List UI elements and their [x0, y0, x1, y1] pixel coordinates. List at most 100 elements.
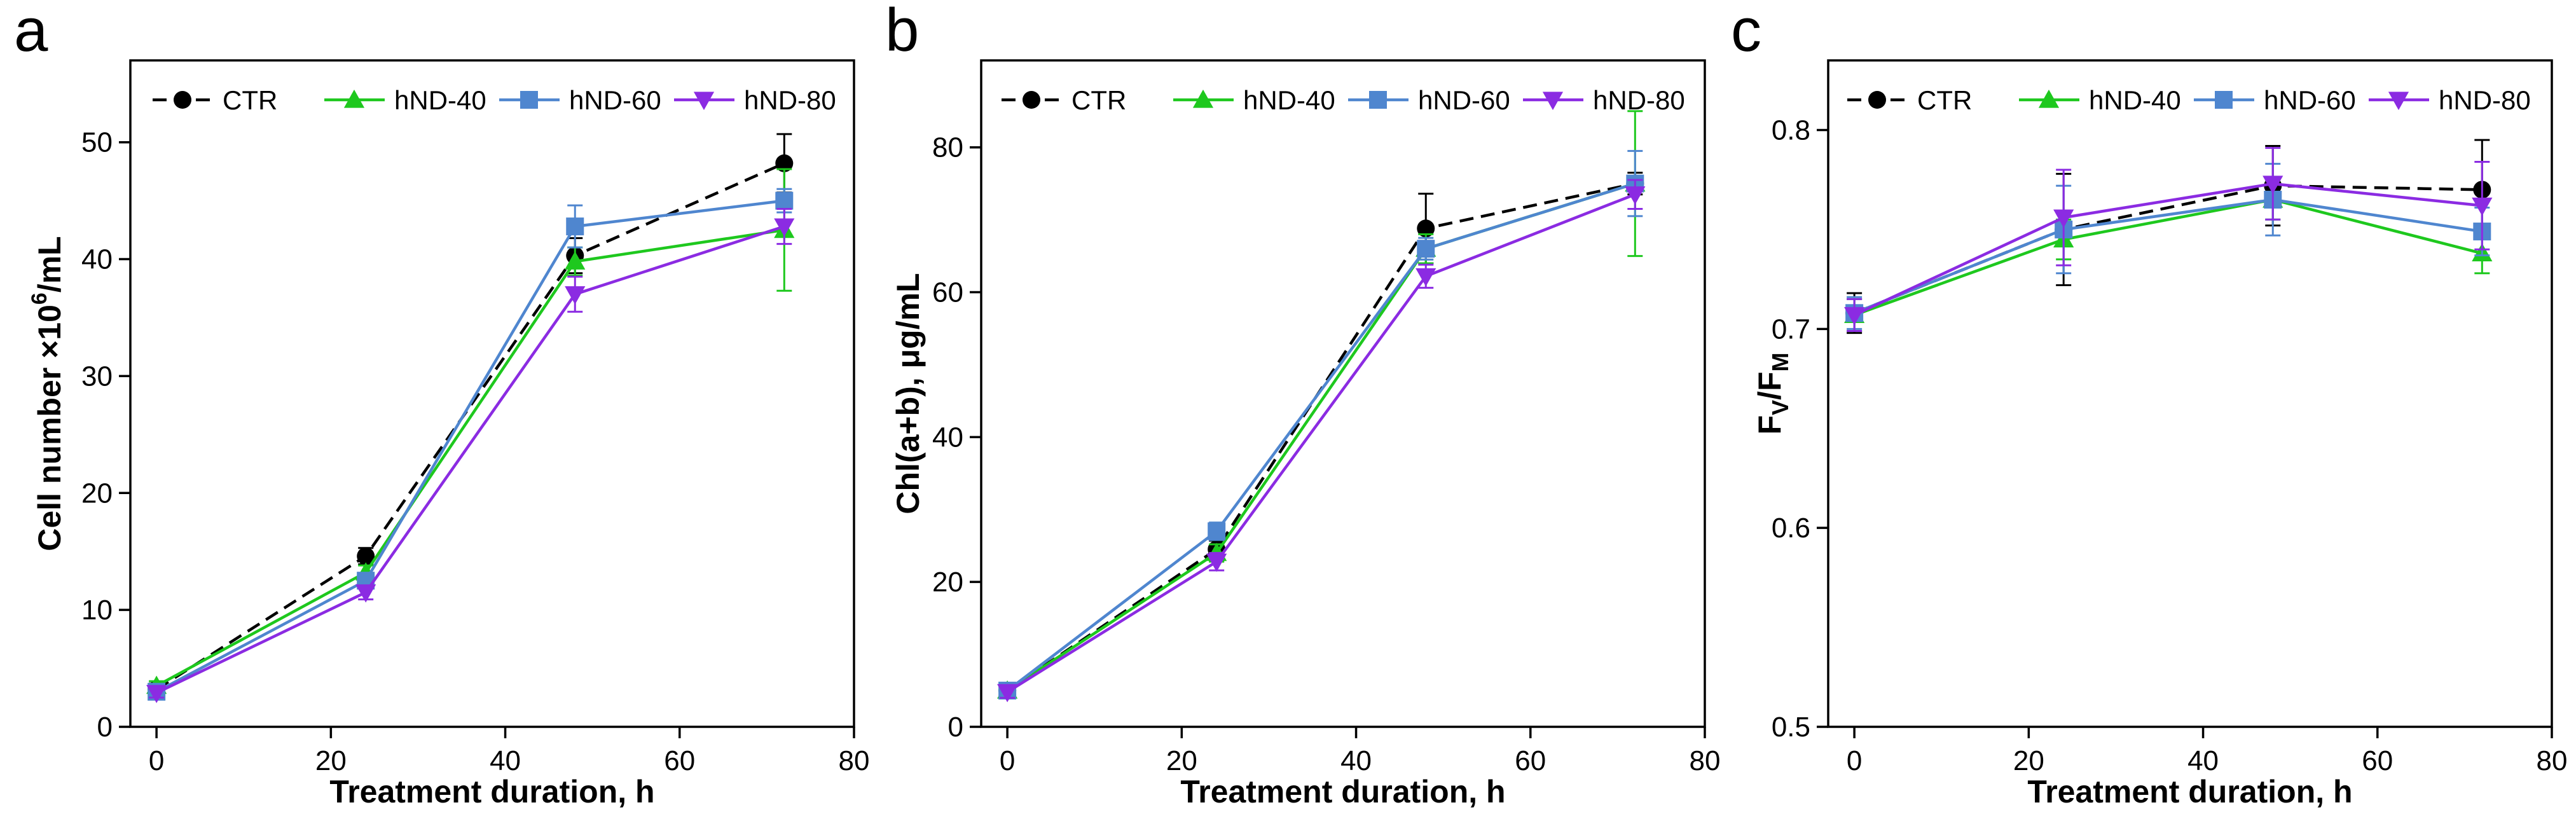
panel-a-ylabel-main: Cell number ×10 [32, 305, 67, 551]
data-point-hnd-80 [1625, 186, 1646, 205]
panel-c-ylabel-sub2: M [1767, 353, 1793, 372]
x-tick-label: 60 [664, 745, 695, 776]
series-line-ctr [1006, 182, 1636, 692]
panel-a-plot-frame [129, 59, 855, 728]
panel-a-ylabel-tail: /mL [32, 236, 67, 293]
panel-c-ylabel: FV/FM [1752, 353, 1793, 435]
legend-marker-hnd-40 [2038, 89, 2060, 108]
legend-label-hnd-40: hND-40 [2089, 85, 2181, 115]
data-point-hnd-80 [997, 684, 1018, 703]
data-point-hnd-80 [146, 685, 167, 703]
legend-label-hnd-80: hND-80 [744, 85, 836, 115]
series-line-hnd-80 [1854, 182, 2483, 317]
data-point-hnd-60 [1417, 240, 1435, 258]
legend-label-hnd-40: hND-40 [1243, 85, 1335, 115]
legend-marker-hnd-60 [520, 91, 538, 109]
legend-marker-hnd-60 [1369, 91, 1387, 109]
panel-b: b 0 20 40 60 80 0 20 40 60 80 CTR hND-40 hND-60 hND-… [885, 0, 1720, 809]
series-line-hnd-80 [1006, 193, 1636, 694]
panel-b-ticks: 0 20 40 60 80 0 20 40 60 80 [932, 132, 1720, 776]
panel-c-ticks: 0 20 40 60 80 0.5 0.6 0.7 0.8 [1772, 114, 2568, 776]
legend-label-hnd-60: hND-60 [569, 85, 661, 115]
x-tick-label: 40 [490, 745, 521, 776]
x-tick-label: 0 [149, 745, 164, 776]
x-tick-label: 0 [1000, 745, 1015, 776]
y-tick-label: 20 [81, 478, 113, 509]
data-point-hnd-80 [2472, 197, 2493, 216]
series-line-hnd-40 [1854, 198, 2483, 317]
x-tick-label: 0 [1847, 745, 1862, 776]
panel-b-letter: b [885, 0, 919, 64]
data-point-hnd-60 [566, 217, 584, 236]
panel-a-xlabel: Treatment duration, h [329, 774, 654, 809]
series-line-hnd-60 [156, 199, 785, 693]
legend-label-ctr: CTR [1917, 85, 1972, 115]
legend-marker-hnd-80 [693, 92, 715, 111]
panel-b-plot-frame [980, 59, 1706, 728]
data-point-hnd-60 [1208, 522, 1226, 540]
legend-marker-ctr [1023, 91, 1040, 109]
series-line-hnd-40 [1006, 182, 1636, 692]
legend-marker-hnd-40 [343, 89, 365, 108]
x-tick-label: 60 [1515, 745, 1546, 776]
data-point-ctr [357, 547, 375, 565]
y-tick-label: 50 [81, 127, 113, 158]
panel-a-ylabel: Cell number ×106/mL [27, 236, 67, 551]
data-point-hnd-80 [1844, 306, 1865, 326]
y-tick-label: 0.6 [1772, 513, 1810, 544]
legend-label-hnd-40: hND-40 [394, 85, 486, 115]
x-tick-label: 20 [315, 745, 347, 776]
data-point-hnd-80 [565, 286, 586, 305]
legend-label-ctr: CTR [223, 85, 277, 115]
x-tick-label: 40 [1340, 745, 1372, 776]
panel-c-xlabel: Treatment duration, h [2027, 774, 2352, 809]
panel-b-legend: CTR hND-40 hND-60 hND-80 [1002, 85, 1685, 115]
legend-label-ctr: CTR [1071, 85, 1126, 115]
legend-marker-hnd-80 [2388, 92, 2409, 111]
x-tick-label: 80 [2537, 745, 2568, 776]
series-line-hnd-40 [156, 228, 785, 687]
panel-a-series [146, 133, 795, 703]
panel-a-legend-entries: CTR hND-40 hND-60 hND-80 [153, 85, 836, 115]
x-tick-label: 40 [2187, 745, 2219, 776]
data-point-hnd-80 [1415, 268, 1436, 287]
data-point-hnd-60 [775, 191, 794, 210]
data-point-hnd-40 [565, 251, 586, 270]
panel-a-letter: a [14, 0, 48, 64]
legend-marker-ctr [1868, 91, 1886, 109]
data-point-hnd-80 [355, 584, 376, 603]
y-tick-label: 0 [948, 712, 963, 743]
data-point-ctr [1417, 219, 1435, 238]
x-tick-label: 80 [839, 745, 870, 776]
series-line-hnd-60 [1854, 198, 2483, 315]
legend-marker-hnd-60 [2215, 91, 2233, 109]
y-tick-label: 40 [932, 422, 963, 453]
x-tick-label: 80 [1690, 745, 1721, 776]
legend-label-hnd-60: hND-60 [1418, 85, 1510, 115]
x-tick-label: 20 [1166, 745, 1197, 776]
data-point-hnd-80 [2263, 176, 2283, 195]
series-line-ctr [1854, 184, 2483, 315]
series-line-ctr [155, 162, 785, 691]
y-tick-label: 0.7 [1772, 313, 1810, 345]
panel-a: a 0 20 40 60 80 0 10 20 30 40 50 CTR hND-40 hND-60 hN… [14, 0, 869, 809]
panel-c: c 0 20 40 60 80 0.5 0.6 0.7 0.8 CTR hND-40 hND-60 h… [1731, 0, 2567, 809]
y-tick-label: 10 [81, 595, 113, 626]
panel-c-letter: c [1731, 0, 1761, 64]
series-line-hnd-60 [1006, 182, 1636, 692]
series-line-hnd-80 [156, 224, 785, 694]
panel-b-series [997, 110, 1646, 703]
panel-a-ylabel-sup: 6 [27, 293, 52, 305]
y-tick-label: 0.5 [1772, 712, 1810, 743]
panel-c-ylabel-sub1: V [1767, 400, 1793, 415]
y-tick-label: 0 [97, 712, 113, 743]
y-tick-label: 0.8 [1772, 114, 1810, 146]
legend-marker-hnd-80 [1542, 92, 1564, 111]
x-tick-label: 60 [2362, 745, 2393, 776]
panel-c-ylabel-f1: F [1752, 415, 1787, 435]
y-tick-label: 80 [932, 132, 963, 163]
data-point-ctr [775, 154, 794, 172]
panel-b-ylabel: Chl(a+b), μg/mL [890, 273, 926, 514]
x-tick-label: 20 [2013, 745, 2044, 776]
legend-label-hnd-80: hND-80 [1593, 85, 1685, 115]
